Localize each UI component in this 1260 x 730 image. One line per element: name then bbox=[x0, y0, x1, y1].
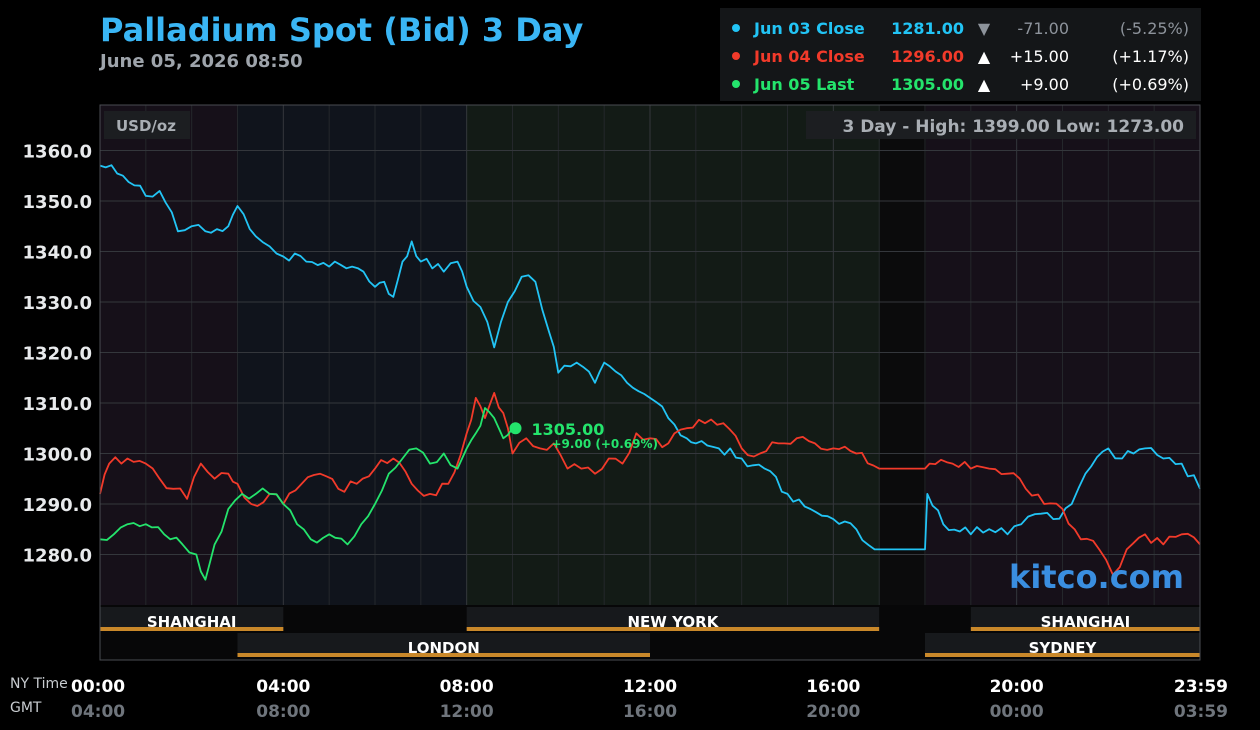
y-tick-label: 1310.0 bbox=[23, 394, 92, 415]
legend-price-jun03: 1281.00 bbox=[891, 19, 964, 38]
series-line-jun-05 bbox=[99, 407, 514, 581]
y-axis: 1360.0 1350.0 1340.0 1330.0 1320.0 1310.0 1300… bbox=[23, 141, 92, 566]
y-tick-label: 1320.0 bbox=[23, 343, 92, 364]
session-bg-shanghai bbox=[970, 607, 1200, 629]
ny-time-label: NY Time bbox=[10, 676, 68, 692]
legend-label-jun03: Jun 03 Close bbox=[753, 19, 865, 38]
series-line-jun-03 bbox=[99, 164, 1201, 551]
last-price-marker: 1305.00 +9.00 (+0.69%) bbox=[509, 420, 659, 451]
kitco-watermark: kitco.com bbox=[1009, 558, 1184, 596]
x-tick-label-gmt: 16:00 bbox=[623, 702, 677, 722]
legend-arrow-up-icon: ▲ bbox=[978, 47, 991, 66]
x-tick-label-ny: 08:00 bbox=[440, 677, 494, 697]
legend-price-jun04: 1296.00 bbox=[891, 47, 964, 66]
legend-label-jun05: Jun 05 Last bbox=[753, 75, 855, 94]
session-label-shanghai: SHANGHAI bbox=[147, 613, 237, 631]
y-tick-label: 1350.0 bbox=[23, 192, 92, 213]
x-tick-label-ny: 04:00 bbox=[256, 677, 310, 697]
legend-row-jun05: Jun 05 Last 1305.00 ▲ +9.00 (+0.69%) bbox=[732, 75, 1189, 94]
legend-arrow-down-icon: ▼ bbox=[978, 19, 991, 38]
y-tick-label: 1330.0 bbox=[23, 293, 92, 314]
last-price-dot bbox=[509, 422, 522, 435]
legend-pct-jun05: (+0.69%) bbox=[1112, 75, 1189, 94]
last-price-label: 1305.00 bbox=[532, 420, 605, 439]
session-bar-london bbox=[237, 653, 650, 657]
legend-change-jun04: +15.00 bbox=[1010, 47, 1069, 66]
legend-row-jun04: Jun 04 Close 1296.00 ▲ +15.00 (+1.17%) bbox=[732, 47, 1189, 66]
x-tick-label-ny: 16:00 bbox=[806, 677, 860, 697]
band-closed bbox=[880, 105, 926, 605]
legend-row-jun03: Jun 03 Close 1281.00 ▼ -71.00 (-5.25%) bbox=[732, 19, 1189, 38]
band-shanghai-early bbox=[100, 105, 237, 605]
x-tick-label-ny: 23:59 bbox=[1174, 677, 1228, 697]
legend-label-jun04: Jun 04 Close bbox=[753, 47, 865, 66]
y-tick-label: 1360.0 bbox=[23, 141, 92, 162]
band-new-york bbox=[466, 105, 880, 605]
x-tick-label-gmt: 20:00 bbox=[806, 702, 860, 722]
x-tick-label-ny: 20:00 bbox=[990, 677, 1044, 697]
session-label-sydney: SYDNEY bbox=[1029, 639, 1098, 657]
legend-dot-jun03 bbox=[732, 24, 740, 32]
y-tick-label: 1300.0 bbox=[23, 444, 92, 465]
unit-label-box bbox=[104, 111, 190, 139]
last-change-label: +9.00 (+0.69%) bbox=[552, 437, 659, 451]
market-sessions: SHANGHAI NEW YORK SHANGHAI LONDON SYDNEY bbox=[100, 607, 1200, 657]
unit-label: USD/oz bbox=[116, 117, 176, 135]
plot-frame bbox=[99, 104, 1201, 661]
session-label-shanghai: SHANGHAI bbox=[1041, 613, 1131, 631]
chart-datetime: June 05, 2026 08:50 bbox=[98, 51, 303, 72]
x-tick-label-gmt: 12:00 bbox=[440, 702, 494, 722]
session-bar-new-york bbox=[466, 627, 880, 631]
y-tick-label: 1280.0 bbox=[23, 545, 92, 566]
gmt-label: GMT bbox=[10, 700, 42, 716]
legend-price-jun05: 1305.00 bbox=[891, 75, 964, 94]
legend-change-jun05: +9.00 bbox=[1020, 75, 1069, 94]
legend-dot-jun05 bbox=[732, 80, 740, 88]
session-bg-shanghai bbox=[100, 607, 284, 629]
x-tick-label-gmt: 04:00 bbox=[71, 702, 125, 722]
grid bbox=[100, 105, 1200, 605]
session-bar-sydney bbox=[925, 653, 1200, 657]
y-tick-label: 1340.0 bbox=[23, 242, 92, 263]
legend-pct-jun03: (-5.25%) bbox=[1120, 19, 1189, 38]
session-label-london: LONDON bbox=[408, 639, 480, 657]
session-bg-london bbox=[237, 633, 650, 655]
session-bg-sydney bbox=[925, 633, 1200, 655]
session-bar-shanghai bbox=[100, 627, 284, 631]
y-tick-label: 1290.0 bbox=[23, 495, 92, 516]
series-lines bbox=[99, 164, 1201, 581]
session-label-new-york: NEW YORK bbox=[628, 613, 720, 631]
chart-title: Palladium Spot (Bid) 3 Day bbox=[100, 11, 583, 49]
session-bar-shanghai bbox=[970, 627, 1200, 631]
high-low-box bbox=[806, 111, 1196, 139]
legend-dot-jun04 bbox=[732, 52, 740, 60]
legend-change-jun03: -71.00 bbox=[1017, 19, 1069, 38]
x-axis: 00:00 04:00 04:00 08:00 08:00 12:00 12:00 16:00… bbox=[71, 677, 1228, 722]
legend-pct-jun04: (+1.17%) bbox=[1112, 47, 1189, 66]
x-tick-label-gmt: 00:00 bbox=[990, 702, 1044, 722]
legend-arrow-up-icon: ▲ bbox=[978, 75, 991, 94]
high-low-text: 3 Day - High: 1399.00 Low: 1273.00 bbox=[842, 117, 1184, 137]
legend-box bbox=[720, 8, 1201, 101]
x-tick-label-ny: 00:00 bbox=[71, 677, 125, 697]
x-tick-label-gmt: 03:59 bbox=[1174, 702, 1228, 722]
x-tick-label-gmt: 08:00 bbox=[256, 702, 310, 722]
band-london bbox=[237, 105, 466, 605]
session-bg-new-york bbox=[466, 607, 880, 629]
x-tick-label-ny: 12:00 bbox=[623, 677, 677, 697]
